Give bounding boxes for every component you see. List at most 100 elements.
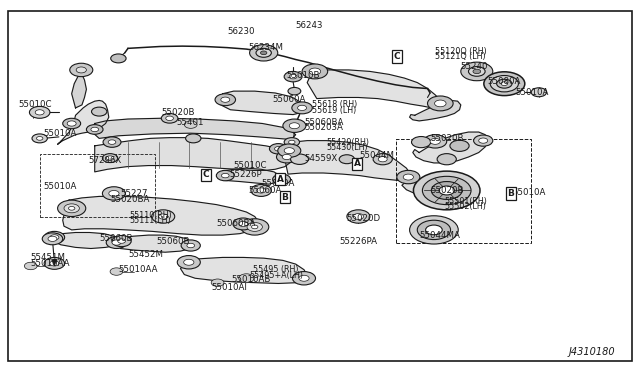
Circle shape <box>32 134 47 143</box>
Circle shape <box>118 239 125 243</box>
Polygon shape <box>116 235 193 252</box>
Circle shape <box>299 275 309 281</box>
Text: 55495+A(LH): 55495+A(LH) <box>250 271 303 280</box>
Circle shape <box>106 237 127 248</box>
Circle shape <box>269 144 287 154</box>
Circle shape <box>474 135 493 146</box>
Circle shape <box>184 121 197 128</box>
Circle shape <box>250 45 278 61</box>
Polygon shape <box>72 74 86 108</box>
Circle shape <box>501 82 508 86</box>
Text: B: B <box>282 193 288 202</box>
Circle shape <box>256 48 271 57</box>
Text: 55010A: 55010A <box>44 182 77 191</box>
Polygon shape <box>410 100 461 121</box>
Text: 55495 (RH): 55495 (RH) <box>253 265 298 274</box>
Text: 55240: 55240 <box>461 62 488 71</box>
Text: 55060B: 55060B <box>157 237 190 246</box>
Text: 55060BA: 55060BA <box>216 219 256 228</box>
Text: 55020B: 55020B <box>430 186 463 195</box>
Circle shape <box>24 262 37 270</box>
Text: 55451M: 55451M <box>31 253 66 262</box>
Text: A: A <box>354 159 360 168</box>
Circle shape <box>413 171 480 210</box>
Circle shape <box>86 125 103 134</box>
Circle shape <box>430 138 440 144</box>
Circle shape <box>378 157 387 162</box>
Circle shape <box>221 97 230 102</box>
Text: J4310180: J4310180 <box>569 347 616 356</box>
Circle shape <box>397 170 420 184</box>
Text: 55010A: 55010A <box>261 179 294 188</box>
Text: 55401: 55401 <box>176 118 204 126</box>
Circle shape <box>424 135 447 148</box>
Text: 55226PA: 55226PA <box>339 237 377 246</box>
Circle shape <box>273 174 291 185</box>
Polygon shape <box>221 91 306 115</box>
Circle shape <box>403 174 413 180</box>
Circle shape <box>484 72 525 96</box>
Circle shape <box>102 154 118 163</box>
Circle shape <box>70 63 93 77</box>
Circle shape <box>44 257 65 269</box>
Circle shape <box>531 88 547 97</box>
Circle shape <box>373 154 392 165</box>
Circle shape <box>479 138 488 143</box>
Circle shape <box>260 51 267 55</box>
Circle shape <box>252 225 258 229</box>
Circle shape <box>239 274 254 283</box>
Circle shape <box>166 116 173 121</box>
Text: 56243: 56243 <box>296 21 323 30</box>
Circle shape <box>282 154 291 160</box>
Text: 55080A: 55080A <box>488 77 521 86</box>
Text: 55010A: 55010A <box>512 188 545 197</box>
Circle shape <box>284 71 302 82</box>
Bar <box>396 139 531 243</box>
Circle shape <box>42 233 63 245</box>
Circle shape <box>437 154 456 165</box>
Text: A: A <box>277 175 284 184</box>
Text: 55010A: 55010A <box>44 129 77 138</box>
Text: 55010C: 55010C <box>18 100 51 109</box>
Text: 55010C: 55010C <box>234 161 267 170</box>
Text: 55020B: 55020B <box>430 134 463 143</box>
Polygon shape <box>285 141 411 180</box>
Circle shape <box>339 155 355 164</box>
Circle shape <box>291 154 308 164</box>
Text: 55111(LH): 55111(LH) <box>129 216 171 225</box>
Circle shape <box>102 187 125 200</box>
Circle shape <box>283 119 306 132</box>
Circle shape <box>298 105 307 110</box>
Circle shape <box>247 222 262 231</box>
Text: 55044M: 55044M <box>360 151 395 160</box>
Circle shape <box>435 100 446 107</box>
Polygon shape <box>402 180 466 198</box>
Circle shape <box>177 256 200 269</box>
Circle shape <box>353 214 364 219</box>
Text: 550203A: 550203A <box>305 124 344 132</box>
Text: 55452M: 55452M <box>128 250 163 259</box>
Text: 55010A: 55010A <box>515 88 548 97</box>
Bar <box>40 154 155 217</box>
Circle shape <box>284 138 300 147</box>
Circle shape <box>239 221 248 227</box>
Text: 55110(RH): 55110(RH) <box>129 211 172 219</box>
Circle shape <box>233 218 253 230</box>
Text: 55429(RH): 55429(RH) <box>326 138 369 147</box>
Polygon shape <box>219 168 282 184</box>
Circle shape <box>221 173 229 178</box>
Circle shape <box>186 134 201 143</box>
Circle shape <box>112 240 121 245</box>
Text: 57296X: 57296X <box>88 156 122 165</box>
Circle shape <box>347 210 370 223</box>
Text: 55060B: 55060B <box>99 234 132 243</box>
Circle shape <box>108 140 116 144</box>
Circle shape <box>44 231 65 243</box>
Circle shape <box>211 279 224 286</box>
Text: 55010AA: 55010AA <box>31 259 70 268</box>
Circle shape <box>181 240 200 251</box>
Circle shape <box>241 219 269 235</box>
Text: 55010AB: 55010AB <box>232 275 271 284</box>
Circle shape <box>50 235 59 240</box>
Text: 55020BA: 55020BA <box>110 195 150 203</box>
